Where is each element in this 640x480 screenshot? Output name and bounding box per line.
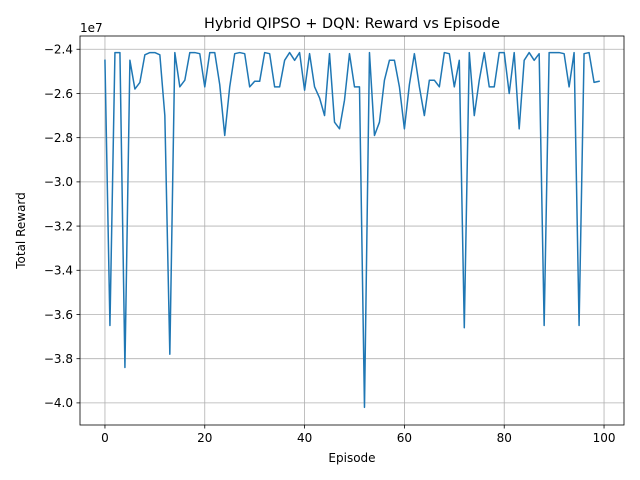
y-tick-label: −3.8 bbox=[44, 352, 73, 366]
x-axis-ticks: 0 20 40 60 80 100 bbox=[101, 425, 615, 445]
x-tick-label: 60 bbox=[397, 431, 412, 445]
y-tick-label: −3.0 bbox=[44, 175, 73, 189]
x-tick-label: 0 bbox=[101, 431, 109, 445]
y-axis-title: Total Reward bbox=[14, 192, 28, 270]
y-axis-offset-label: 1e7 bbox=[80, 21, 103, 35]
y-tick-label: −3.6 bbox=[44, 308, 73, 322]
grid-lines bbox=[80, 36, 624, 425]
y-tick-label: −3.4 bbox=[44, 264, 73, 278]
y-tick-label: −2.4 bbox=[44, 43, 73, 57]
reward-series-line bbox=[104, 51, 600, 409]
x-axis-title: Episode bbox=[328, 451, 375, 465]
y-axis-ticks: −4.0 −3.8 −3.6 −3.4 −3.2 −3.0 −2.8 −2.6 −2.4 bbox=[44, 43, 80, 410]
chart-title: Hybrid QIPSO + DQN: Reward vs Episode bbox=[204, 16, 500, 32]
plot-area-frame bbox=[79, 35, 625, 426]
y-tick-label: −4.0 bbox=[44, 396, 73, 410]
x-tick-label: 40 bbox=[297, 431, 312, 445]
x-tick-label: 80 bbox=[497, 431, 512, 445]
series-layer bbox=[104, 51, 600, 409]
y-tick-label: −3.2 bbox=[44, 219, 73, 233]
x-tick-label: 20 bbox=[197, 431, 212, 445]
y-tick-label: −2.8 bbox=[44, 131, 73, 145]
x-tick-label: 100 bbox=[593, 431, 616, 445]
y-tick-label: −2.6 bbox=[44, 87, 73, 101]
